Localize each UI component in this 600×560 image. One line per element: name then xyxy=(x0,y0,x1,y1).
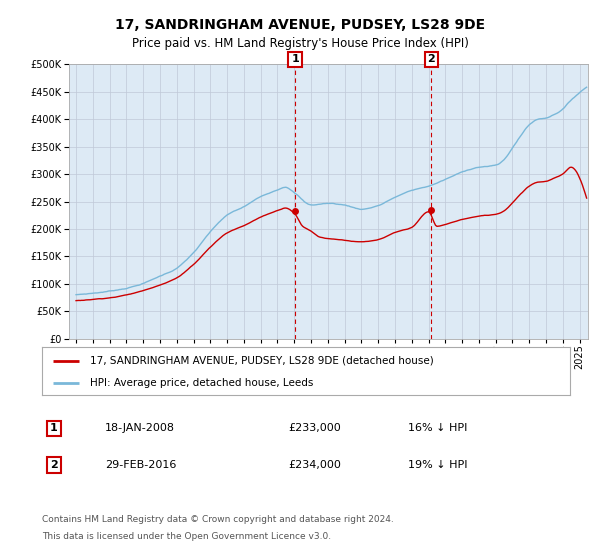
Text: 1: 1 xyxy=(50,423,58,433)
Text: 1: 1 xyxy=(291,54,299,64)
Text: 17, SANDRINGHAM AVENUE, PUDSEY, LS28 9DE: 17, SANDRINGHAM AVENUE, PUDSEY, LS28 9DE xyxy=(115,18,485,32)
Text: £234,000: £234,000 xyxy=(288,460,341,470)
Text: Price paid vs. HM Land Registry's House Price Index (HPI): Price paid vs. HM Land Registry's House … xyxy=(131,37,469,50)
Text: 2: 2 xyxy=(50,460,58,470)
Text: £233,000: £233,000 xyxy=(288,423,341,433)
Text: This data is licensed under the Open Government Licence v3.0.: This data is licensed under the Open Gov… xyxy=(42,532,331,541)
Text: 18-JAN-2008: 18-JAN-2008 xyxy=(105,423,175,433)
Text: HPI: Average price, detached house, Leeds: HPI: Average price, detached house, Leed… xyxy=(89,378,313,388)
Text: 29-FEB-2016: 29-FEB-2016 xyxy=(105,460,176,470)
Text: 16% ↓ HPI: 16% ↓ HPI xyxy=(408,423,467,433)
Text: Contains HM Land Registry data © Crown copyright and database right 2024.: Contains HM Land Registry data © Crown c… xyxy=(42,515,394,524)
Text: 2: 2 xyxy=(427,54,435,64)
Text: 17, SANDRINGHAM AVENUE, PUDSEY, LS28 9DE (detached house): 17, SANDRINGHAM AVENUE, PUDSEY, LS28 9DE… xyxy=(89,356,433,366)
Text: 19% ↓ HPI: 19% ↓ HPI xyxy=(408,460,467,470)
